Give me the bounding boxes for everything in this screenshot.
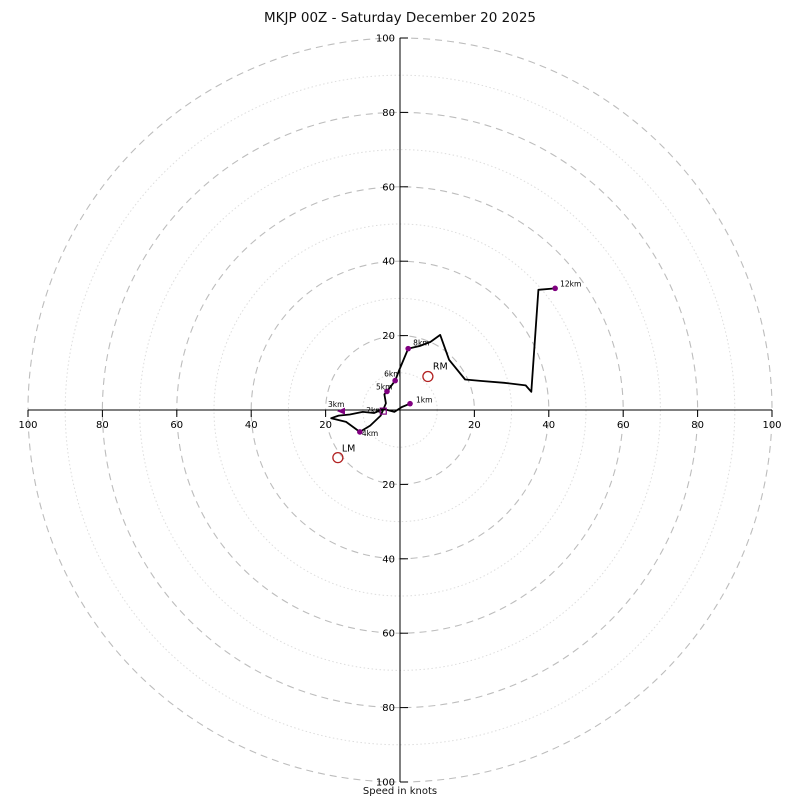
altitude-marker-dot [392, 377, 398, 384]
axis-tick-label: 100 [376, 778, 395, 789]
axis-tick-label: 40 [245, 420, 258, 431]
axis-tick-label: 80 [382, 108, 395, 119]
altitude-marker-dot [407, 400, 413, 407]
axis-tick-label: 20 [382, 480, 395, 491]
storm-motion-marker [422, 370, 434, 383]
chart-title: MKJP 00Z - Saturday December 20 2025 [264, 10, 536, 26]
altitude-marker-dot [405, 345, 411, 352]
axis-tick-label: 60 [382, 629, 395, 640]
axis-tick-label: 100 [18, 420, 37, 431]
altitude-marker-dot [552, 285, 558, 292]
altitude-label: 12km [560, 279, 581, 288]
axis-tick-label: 40 [382, 554, 395, 565]
axis-tick-label: 20 [382, 331, 395, 342]
x-axis-label: Speed in knots [363, 786, 437, 797]
axis-tick-label: 100 [376, 34, 395, 45]
axis-tick-label: 40 [542, 420, 555, 431]
axis-tick-label: 60 [170, 420, 183, 431]
axis-tick-label: 20 [468, 420, 481, 431]
altitude-marker-square [379, 407, 387, 415]
axis-tick-label: 80 [691, 420, 704, 431]
axis-tick-label: 100 [762, 420, 781, 431]
altitude-label: 5km [376, 382, 392, 391]
axis-tick-label: 60 [382, 182, 395, 193]
markers-layer: 1km 2km 3km 4km 5km 6km 8km 12km RM LM [328, 279, 581, 464]
axis-tick-label: 20 [319, 420, 332, 431]
axes-layer: 20 20 20 20 40 40 40 40 60 60 60 60 80 80 80 80 100 100 10… [18, 34, 781, 789]
altitude-marker-arrow [336, 407, 345, 415]
storm-motion-label: LM [342, 444, 356, 455]
altitude-label: 6km [384, 370, 400, 379]
storm-motion-label: RM [433, 362, 448, 373]
storm-motion-marker [332, 451, 344, 464]
axis-tick-label: 60 [617, 420, 630, 431]
altitude-marker-dot [384, 388, 390, 395]
axis-tick-label: 80 [96, 420, 109, 431]
altitude-marker-dot [357, 429, 363, 435]
altitude-label: 3km [328, 400, 344, 409]
axis-tick-label: 40 [382, 257, 395, 268]
altitude-label: 8km [413, 339, 429, 348]
altitude-label: 4km [362, 429, 378, 438]
axis-tick-label: 80 [382, 703, 395, 714]
altitude-label: 1km [416, 396, 432, 405]
altitude-label: 2km [366, 406, 382, 415]
